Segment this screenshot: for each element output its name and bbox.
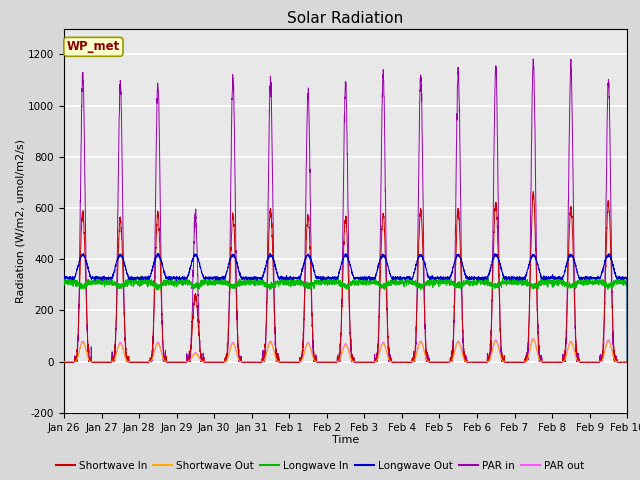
X-axis label: Time: Time — [332, 435, 359, 445]
Y-axis label: Radiation (W/m2, umol/m2/s): Radiation (W/m2, umol/m2/s) — [15, 139, 25, 303]
Legend: Shortwave In, Shortwave Out, Longwave In, Longwave Out, PAR in, PAR out: Shortwave In, Shortwave Out, Longwave In… — [52, 456, 588, 475]
Text: WP_met: WP_met — [67, 40, 120, 53]
Title: Solar Radiation: Solar Radiation — [287, 11, 404, 26]
